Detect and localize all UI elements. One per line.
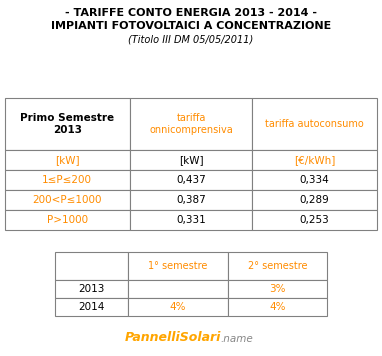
Bar [129,210,253,230]
Text: 2014: 2014 [79,302,105,312]
Bar [129,190,253,210]
Text: 0,334: 0,334 [300,175,330,185]
Bar [253,98,377,150]
Bar [228,280,327,298]
Text: 0,437: 0,437 [176,175,206,185]
Bar [128,298,228,316]
Bar [253,210,377,230]
Text: 0,253: 0,253 [300,215,330,225]
Text: P>1000: P>1000 [47,215,88,225]
Bar [5,150,129,170]
Text: - TARIFFE CONTO ENERGIA 2013 - 2014 -: - TARIFFE CONTO ENERGIA 2013 - 2014 - [65,8,317,18]
Text: PannelliSolari: PannelliSolari [125,331,221,344]
Text: IMPIANTI FOTOVOLTAICI A CONCENTRAZIONE: IMPIANTI FOTOVOLTAICI A CONCENTRAZIONE [51,21,331,31]
Bar [128,280,228,298]
Text: 0,387: 0,387 [176,195,206,205]
Bar [55,280,128,298]
Text: 0,289: 0,289 [300,195,330,205]
Text: 4%: 4% [170,302,186,312]
Text: 200<P≤1000: 200<P≤1000 [32,195,102,205]
Text: [kW]: [kW] [179,155,203,165]
Bar [228,298,327,316]
Text: 0,331: 0,331 [176,215,206,225]
Text: Primo Semestre
2013: Primo Semestre 2013 [20,113,114,135]
Text: 1° semestre: 1° semestre [148,261,208,271]
Text: tariffa autoconsumo: tariffa autoconsumo [265,119,364,129]
Text: (Titolo III DM 05/05/2011): (Titolo III DM 05/05/2011) [128,34,254,44]
Bar [253,170,377,190]
Bar [55,298,128,316]
Text: [kW]: [kW] [55,155,79,165]
Bar [129,170,253,190]
Text: 1≤P≤200: 1≤P≤200 [42,175,92,185]
Bar [128,252,228,280]
Bar [129,150,253,170]
Bar [129,98,253,150]
Text: 2013: 2013 [79,284,105,294]
Text: tariffa
onnicomprensiva: tariffa onnicomprensiva [149,113,233,135]
Bar [5,190,129,210]
Text: [€/kWh]: [€/kWh] [294,155,335,165]
Bar [55,252,128,280]
Text: .name: .name [221,334,253,344]
Text: 4%: 4% [269,302,286,312]
Text: 3%: 3% [269,284,286,294]
Text: 2° semestre: 2° semestre [248,261,307,271]
Bar [5,210,129,230]
Bar [5,170,129,190]
Bar [253,190,377,210]
Bar [5,98,129,150]
Bar [228,252,327,280]
Bar [253,150,377,170]
